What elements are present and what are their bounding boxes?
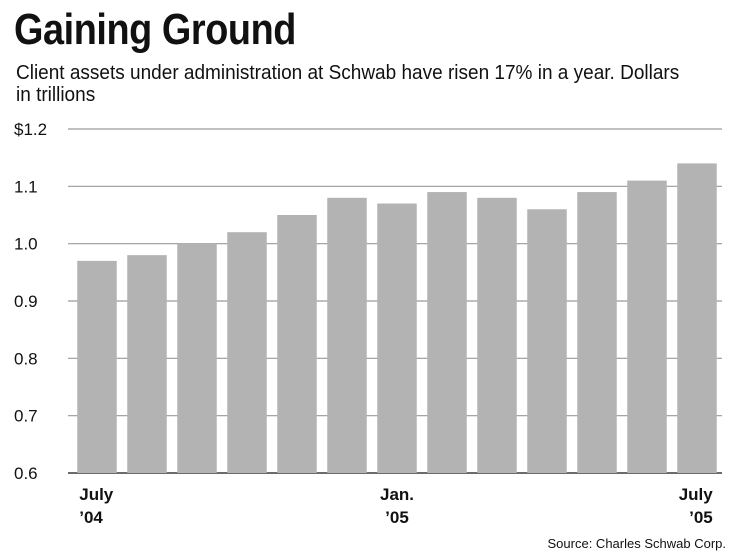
x-axis: July ’04 Jan. ’05 July ’05 <box>79 485 713 527</box>
y-tick-label: 1.1 <box>14 177 38 196</box>
bar <box>177 243 217 473</box>
x-tick-label-line1: Jan. <box>380 485 414 504</box>
x-tick-label-line2: ’05 <box>689 508 713 527</box>
y-tick-label: $1.2 <box>14 120 47 139</box>
bar <box>377 203 417 474</box>
bar <box>327 197 367 474</box>
x-tick-label-line1: July <box>679 485 714 504</box>
y-tick-label: 0.8 <box>14 349 38 368</box>
chart-title: Gaining Ground <box>14 5 296 54</box>
bar <box>527 209 567 473</box>
y-tick-label: 0.7 <box>14 407 38 426</box>
bars <box>77 163 717 474</box>
bar <box>577 192 617 474</box>
bar <box>77 260 117 473</box>
y-tick-label: 1.0 <box>14 235 38 254</box>
x-tick-label-line2: ’04 <box>79 508 103 527</box>
chart-subtitle: Client assets under administration at Sc… <box>16 62 680 106</box>
x-tick-label-line1: July <box>79 485 114 504</box>
bar <box>477 197 517 474</box>
source-note: Source: Charles Schwab Corp. <box>547 536 726 551</box>
y-tick-label: 0.6 <box>14 464 38 483</box>
y-tick-label: 0.9 <box>14 292 38 311</box>
bar <box>677 163 717 473</box>
bar <box>427 192 467 474</box>
x-tick-label-line2: ’05 <box>385 508 409 527</box>
bar <box>277 215 317 473</box>
y-axis: $1.2 1.1 1.0 0.9 0.8 0.7 0.6 <box>14 120 47 483</box>
bar <box>627 180 667 473</box>
bar <box>127 255 167 473</box>
bar <box>227 232 267 473</box>
